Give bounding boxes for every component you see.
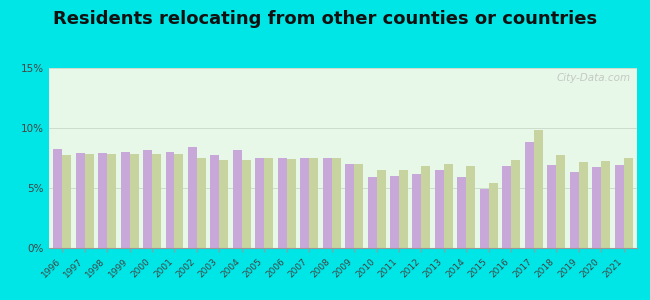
Bar bbox=[444, 164, 453, 247]
Bar bbox=[233, 150, 242, 248]
Bar bbox=[547, 165, 556, 248]
Bar bbox=[458, 177, 466, 248]
Bar bbox=[502, 166, 512, 247]
Bar bbox=[278, 158, 287, 248]
Bar bbox=[75, 153, 84, 247]
Bar bbox=[211, 155, 220, 247]
Bar bbox=[322, 158, 332, 248]
Bar bbox=[390, 176, 399, 248]
Bar bbox=[309, 158, 318, 248]
Bar bbox=[62, 155, 72, 247]
Bar bbox=[220, 160, 228, 248]
Bar bbox=[367, 177, 376, 248]
Bar bbox=[578, 162, 588, 248]
Bar bbox=[421, 166, 430, 247]
Bar bbox=[265, 158, 273, 248]
Bar bbox=[143, 150, 152, 248]
Bar bbox=[174, 154, 183, 248]
Bar bbox=[53, 149, 62, 248]
Bar bbox=[152, 154, 161, 248]
Bar bbox=[466, 166, 475, 247]
Bar bbox=[354, 164, 363, 247]
Bar bbox=[435, 169, 444, 247]
Bar bbox=[121, 152, 129, 248]
Bar bbox=[242, 160, 251, 248]
Bar bbox=[623, 158, 632, 248]
Bar bbox=[255, 158, 265, 248]
Bar bbox=[614, 165, 623, 248]
Text: City-Data.com: City-Data.com bbox=[557, 73, 631, 83]
Bar bbox=[98, 153, 107, 247]
Bar bbox=[512, 160, 520, 248]
Bar bbox=[556, 155, 565, 247]
Bar bbox=[569, 172, 578, 247]
Bar bbox=[129, 154, 138, 248]
Bar bbox=[480, 189, 489, 247]
Bar bbox=[197, 158, 206, 248]
Bar bbox=[413, 174, 421, 248]
Bar bbox=[287, 159, 296, 248]
Bar bbox=[601, 161, 610, 248]
Bar bbox=[345, 164, 354, 247]
Bar bbox=[399, 169, 408, 247]
Bar bbox=[525, 142, 534, 248]
Bar bbox=[376, 169, 385, 247]
Bar bbox=[107, 154, 116, 248]
Bar bbox=[489, 183, 498, 248]
Bar bbox=[534, 130, 543, 248]
Bar bbox=[300, 158, 309, 248]
Bar bbox=[332, 158, 341, 248]
Text: Residents relocating from other counties or countries: Residents relocating from other counties… bbox=[53, 11, 597, 28]
Bar bbox=[592, 167, 601, 248]
Bar bbox=[84, 154, 94, 248]
Bar bbox=[166, 152, 174, 248]
Bar bbox=[188, 147, 197, 247]
